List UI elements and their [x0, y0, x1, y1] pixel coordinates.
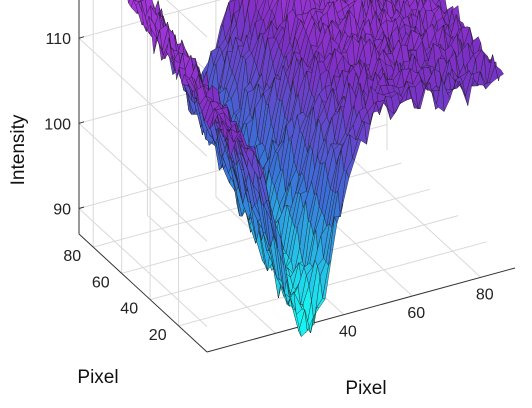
z-tick-label: 90	[53, 202, 71, 219]
x-tick-label: 80	[476, 286, 494, 303]
x-axis-label: Pixel	[345, 378, 386, 399]
x-tick-label: 60	[407, 305, 425, 322]
z-tick-mark	[78, 121, 85, 124]
z-tick-mark	[78, 36, 85, 39]
grid-line	[78, 122, 208, 242]
z-axis-label: Intensity	[8, 114, 29, 185]
z-tick-label: 100	[44, 116, 71, 133]
y-axis-label: Pixel	[77, 367, 118, 388]
surface-patch	[227, 129, 237, 159]
x-axis-line	[206, 267, 516, 353]
z-tick-label: 110	[45, 31, 71, 48]
grid-line	[78, 37, 208, 157]
y-tick-label: 80	[63, 248, 81, 265]
grid-line	[147, 214, 276, 334]
grid-line	[352, 158, 482, 278]
y-tick-label: 60	[92, 274, 110, 291]
surface-patch	[254, 0, 259, 9]
grid-line	[78, 208, 208, 327]
y-tick-label: 40	[120, 301, 138, 318]
x-tick-label: 40	[339, 324, 357, 341]
grid-line	[178, 241, 487, 327]
grid-line	[78, 0, 221, 39]
grid-line	[166, 0, 208, 38]
y-tick-label: 20	[149, 327, 167, 344]
surface-patch	[267, 0, 273, 10]
z-tick-mark	[78, 206, 85, 209]
axes	[78, 0, 516, 353]
tick-labels: 9010011012020406080406080	[44, 31, 494, 344]
y-axis-line	[78, 233, 208, 353]
surface-mesh	[121, 0, 504, 337]
